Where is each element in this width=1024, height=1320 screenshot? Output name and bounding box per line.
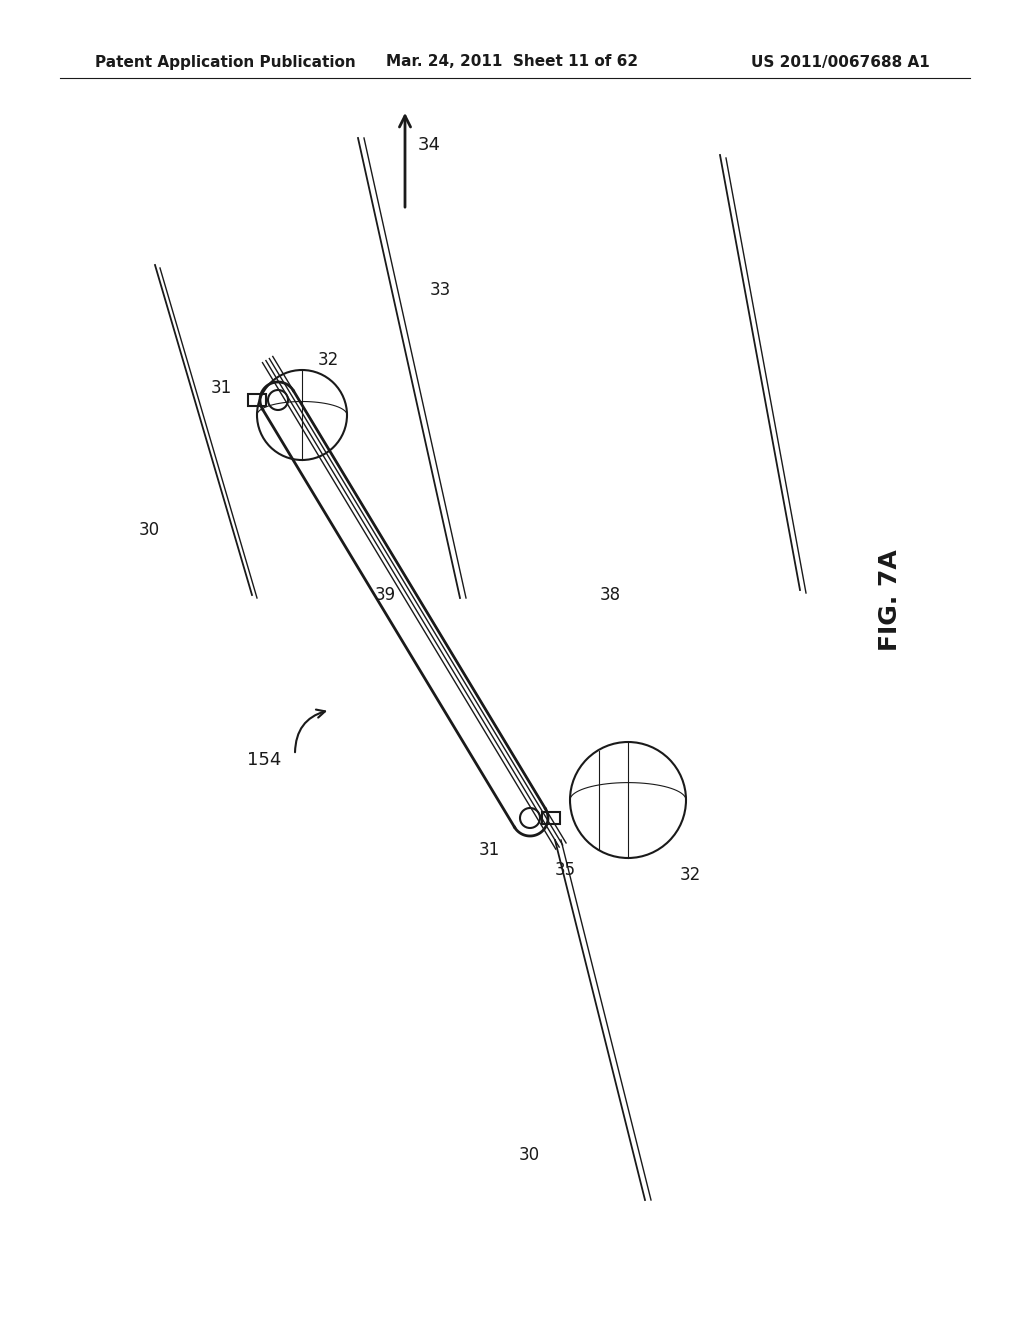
Text: 31: 31 bbox=[211, 379, 232, 397]
Text: 32: 32 bbox=[680, 866, 701, 884]
Text: 31: 31 bbox=[479, 841, 500, 859]
Text: 32: 32 bbox=[318, 351, 339, 370]
Text: US 2011/0067688 A1: US 2011/0067688 A1 bbox=[752, 54, 930, 70]
Text: 35: 35 bbox=[555, 861, 577, 879]
Text: 30: 30 bbox=[519, 1146, 540, 1164]
Text: 38: 38 bbox=[600, 586, 622, 605]
Text: 39: 39 bbox=[375, 586, 396, 605]
Text: Mar. 24, 2011  Sheet 11 of 62: Mar. 24, 2011 Sheet 11 of 62 bbox=[386, 54, 638, 70]
Text: 154: 154 bbox=[247, 751, 282, 770]
Text: 34: 34 bbox=[418, 136, 441, 154]
Text: 33: 33 bbox=[430, 281, 452, 300]
Text: FIG. 7A: FIG. 7A bbox=[878, 549, 902, 651]
Text: 30: 30 bbox=[139, 521, 160, 539]
Text: Patent Application Publication: Patent Application Publication bbox=[95, 54, 355, 70]
